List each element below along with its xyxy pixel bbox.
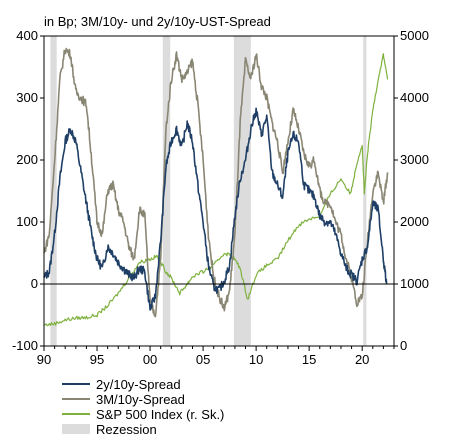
legend-label-1: 3M/10y-Spread	[96, 392, 185, 407]
y-left-tick-label: 0	[31, 276, 38, 291]
y-axis-right: 0 1000 2000 3000 4000 5000	[394, 28, 429, 353]
series-line-0	[43, 107, 388, 311]
x-tick-label: 00	[143, 352, 157, 367]
y-left-tick-label: 200	[16, 152, 38, 167]
y-right-tick-label: 3000	[400, 152, 429, 167]
series-line-1	[43, 47, 389, 318]
x-tick-label: 10	[249, 352, 263, 367]
x-tick-label: 20	[355, 352, 369, 367]
chart-title: in Bp; 3M/10y- und 2y/10y-UST-Spread	[44, 14, 271, 29]
x-tick-label: 15	[302, 352, 316, 367]
x-tick-label: 90	[37, 352, 51, 367]
y-right-tick-label: 2000	[400, 214, 429, 229]
x-tick-label: 05	[196, 352, 210, 367]
y-axis-left: -100 0 100 200 300 400	[12, 28, 44, 353]
y-right-tick-label: 4000	[400, 90, 429, 105]
recession-band-2	[233, 36, 251, 346]
legend-label-3: Rezession	[96, 422, 157, 437]
recession-band-0	[50, 36, 57, 346]
y-left-tick-label: 100	[16, 214, 38, 229]
x-axis: 90 95 00 05 10 15 20	[37, 346, 395, 367]
y-right-tick-label: 1000	[400, 276, 429, 291]
y-left-tick-label: -100	[12, 338, 38, 353]
plot-frame	[43, 35, 395, 347]
x-tick-label: 95	[90, 352, 104, 367]
recession-band-1	[162, 36, 171, 346]
y-left-tick-label: 400	[16, 28, 38, 43]
legend-swatch-recession	[62, 424, 90, 434]
y-right-tick-label: 0	[400, 338, 407, 353]
series-lines	[43, 47, 389, 327]
legend-label-0: 2y/10y-Spread	[96, 377, 181, 392]
y-right-tick-label: 5000	[400, 28, 429, 43]
recession-bands	[50, 36, 367, 346]
legend-label-2: S&P 500 Index (r. Sk.)	[96, 407, 224, 422]
y-left-tick-label: 300	[16, 90, 38, 105]
